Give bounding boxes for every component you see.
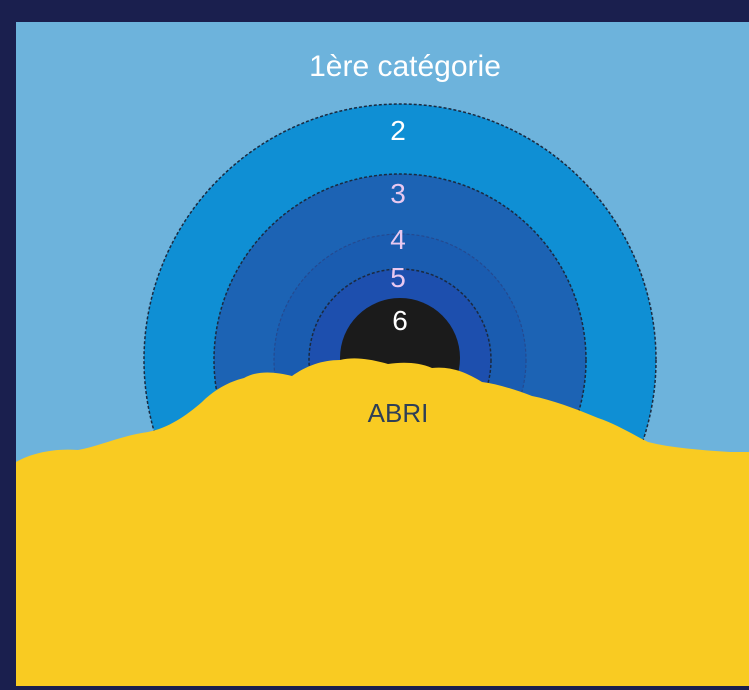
shelter-label: ABRI [368,398,429,428]
zone-4-label: 4 [390,224,406,255]
category-title: 1ère catégorie [309,50,501,83]
zone-6-label: 6 [392,305,408,336]
shelter-ground [16,358,749,686]
zone-2-label: 2 [390,115,406,146]
zone-3-label: 3 [390,178,406,209]
zone-5-label: 5 [390,262,406,293]
